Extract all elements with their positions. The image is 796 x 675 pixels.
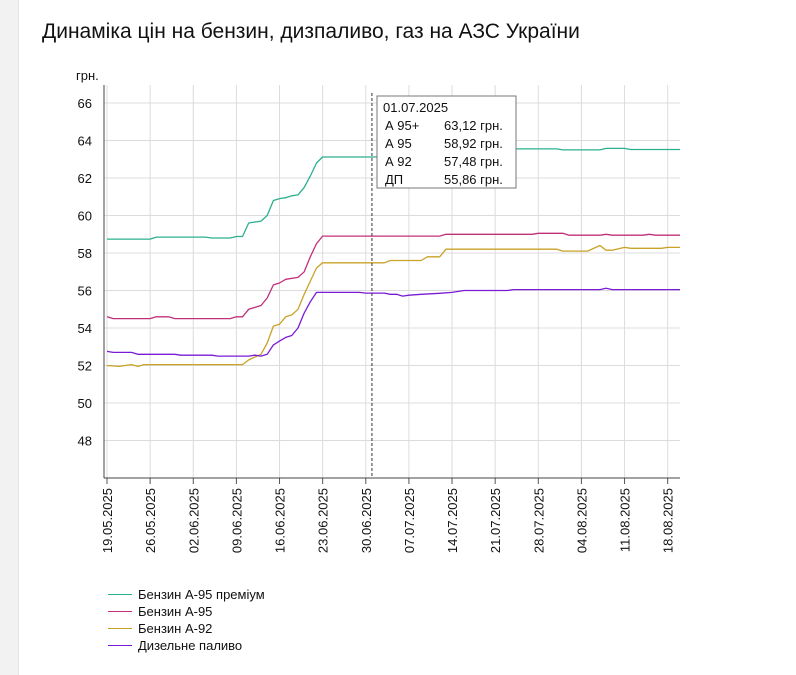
x-tick-label: 28.07.2025 — [531, 488, 546, 553]
x-tick-label: 09.06.2025 — [229, 488, 244, 553]
y-axis: 48 50 52 54 56 58 60 62 64 66 грн. — [76, 68, 105, 478]
x-tick-label: 26.05.2025 — [143, 488, 158, 553]
legend-label: Бензин А-95 — [138, 604, 213, 619]
legend-label: Дизельне паливо — [138, 638, 243, 653]
x-tick-label: 02.06.2025 — [186, 488, 201, 553]
legend-swatch — [108, 594, 132, 595]
tooltip-row-value: 63,12 грн. — [444, 118, 503, 133]
x-tick-label: 14.07.2025 — [445, 488, 460, 553]
page-side-rule — [0, 0, 19, 675]
series-line-4 — [106, 287, 680, 357]
x-tick-label: 11.08.2025 — [618, 488, 633, 552]
legend-item[interactable]: Бензин А-95 преміум — [108, 586, 265, 603]
legend-swatch — [108, 611, 132, 612]
y-tick-label: 60 — [78, 209, 92, 224]
tooltip-row-label: А 95 — [385, 136, 412, 151]
x-tick-label: 18.08.2025 — [661, 488, 676, 553]
y-tick-label: 52 — [78, 359, 92, 374]
tooltip-row-value: 58,92 грн. — [444, 136, 503, 151]
y-tick-label: 56 — [78, 284, 92, 299]
x-tick-label: 21.07.2025 — [488, 488, 503, 553]
series-line-1 — [107, 147, 680, 240]
y-tick-label: 64 — [78, 134, 92, 149]
series-line-2 — [106, 232, 680, 320]
y-tick-label: 62 — [78, 171, 92, 186]
x-tick-label: 07.07.2025 — [402, 488, 417, 553]
tooltip-row-value: 55,86 грн. — [444, 172, 503, 187]
x-tick-label: 30.06.2025 — [359, 488, 374, 553]
y-axis-label: грн. — [76, 68, 99, 83]
chart-title: Динаміка цін на бензин, дизпаливо, газ н… — [42, 20, 580, 43]
legend-item[interactable]: Бензин А-92 — [108, 620, 265, 637]
legend-item[interactable]: Бензин А-95 — [108, 603, 265, 620]
x-axis: 19.05.2025 26.05.2025 02.06.2025 09.06.2025… — [100, 477, 680, 553]
y-tick-label: 48 — [78, 434, 92, 449]
x-tick-label: 16.06.2025 — [273, 488, 288, 553]
tooltip-row-label: А 92 — [385, 154, 412, 169]
y-tick-label: 50 — [78, 396, 92, 411]
series-line-3 — [106, 244, 680, 368]
legend: Бензин А-95 преміум Бензин А-95 Бензин А-9… — [108, 586, 265, 654]
legend-swatch — [108, 645, 132, 646]
x-tick-label: 23.06.2025 — [316, 488, 331, 553]
legend-item[interactable]: Дизельне паливо — [108, 637, 265, 654]
tooltip-row-label: ДП — [385, 172, 403, 187]
legend-swatch — [108, 628, 132, 629]
legend-label: Бензин А-92 — [138, 621, 213, 636]
tooltip: 01.07.2025 А 95+ 63,12 грн. А 95 58,92 грн. А… — [376, 95, 517, 189]
tooltip-row-value: 57,48 грн. — [444, 154, 503, 169]
legend-label: Бензин А-95 преміум — [138, 587, 265, 602]
tooltip-box — [376, 95, 517, 189]
series-lines — [106, 147, 680, 368]
x-tick-label: 04.08.2025 — [574, 488, 589, 553]
tooltip-row-label: А 95+ — [385, 118, 419, 133]
y-tick-label: 54 — [78, 321, 92, 336]
x-tick-label: 19.05.2025 — [100, 488, 115, 553]
tooltip-date: 01.07.2025 — [383, 100, 448, 115]
y-tick-label: 66 — [78, 96, 92, 111]
y-tick-label: 58 — [78, 246, 92, 261]
